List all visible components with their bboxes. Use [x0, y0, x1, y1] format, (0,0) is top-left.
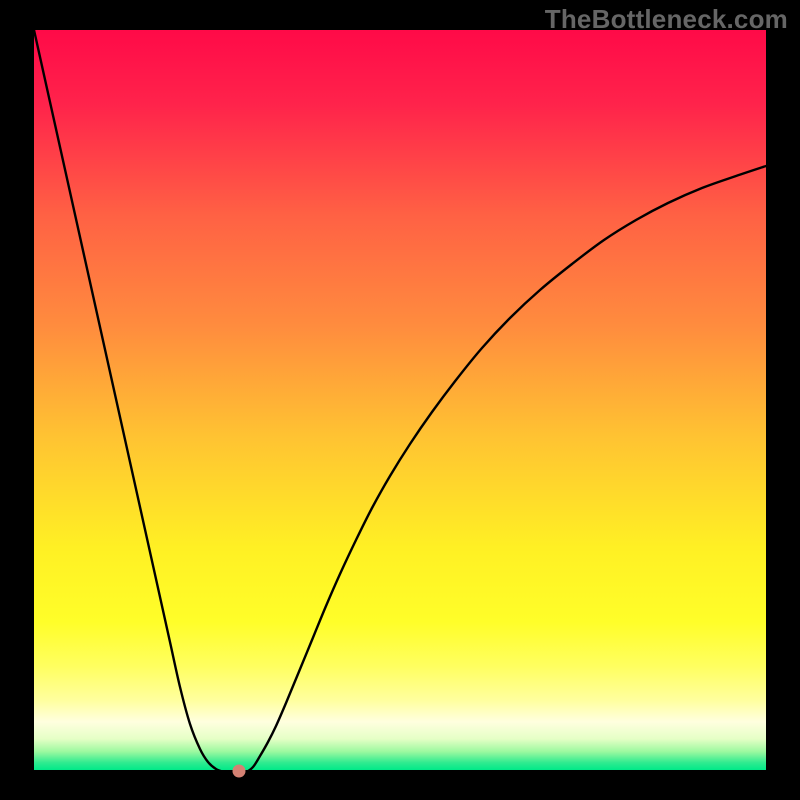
optimum-marker: [233, 765, 246, 778]
watermark-text: TheBottleneck.com: [545, 4, 788, 35]
bottleneck-chart: [0, 0, 800, 800]
chart-container: TheBottleneck.com: [0, 0, 800, 800]
plot-background: [34, 30, 766, 770]
